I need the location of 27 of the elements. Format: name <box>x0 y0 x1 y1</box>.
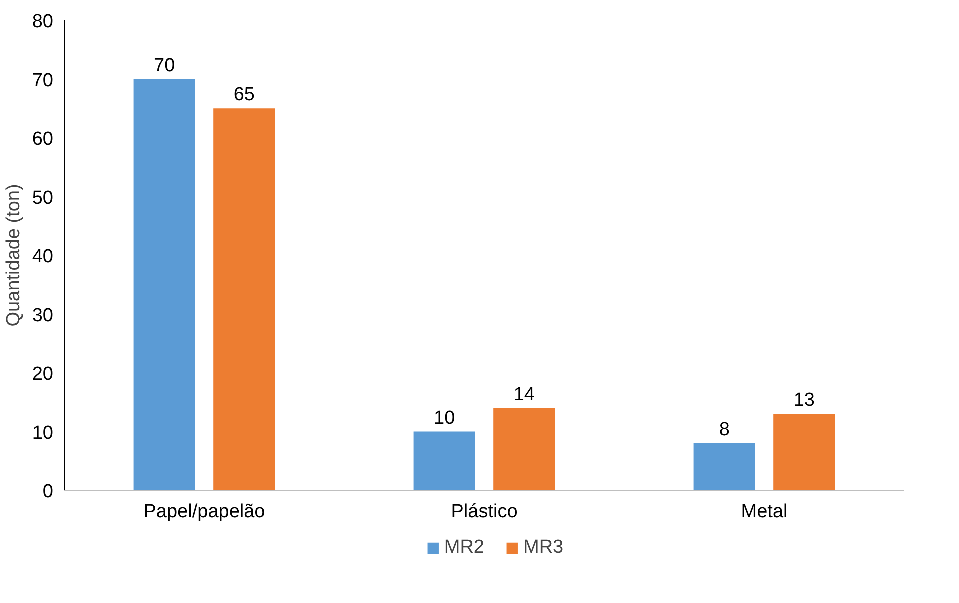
bar <box>214 108 276 490</box>
y-axis-title: Quantidade (ton) <box>3 184 24 327</box>
x-tick-label: Plástico <box>451 502 518 522</box>
legend-label: MR2 <box>444 536 484 558</box>
y-tick-label: 60 <box>32 129 54 150</box>
y-tick-label: 10 <box>32 422 54 444</box>
data-label: 8 <box>719 420 730 440</box>
bar <box>494 408 556 490</box>
bar <box>134 79 196 490</box>
y-tick-label: 30 <box>32 305 54 326</box>
data-label: 10 <box>434 408 456 429</box>
data-label: 70 <box>154 55 176 76</box>
y-tick-label: 40 <box>32 246 54 268</box>
x-tick-label: Papel/papelão <box>144 502 266 522</box>
y-tick-label: 20 <box>32 364 54 385</box>
legend-label: MR3 <box>524 536 564 558</box>
bar <box>414 432 476 490</box>
data-label: 13 <box>794 390 815 412</box>
bar <box>774 414 836 490</box>
x-tick-label: Metal <box>741 502 788 522</box>
y-tick-label: 80 <box>32 12 54 32</box>
y-tick-label: 70 <box>32 70 54 92</box>
y-tick-label: 0 <box>42 482 54 502</box>
data-label: 14 <box>514 384 536 406</box>
bar <box>694 444 756 490</box>
data-label: 65 <box>234 84 255 106</box>
y-tick-label: 50 <box>32 188 54 209</box>
